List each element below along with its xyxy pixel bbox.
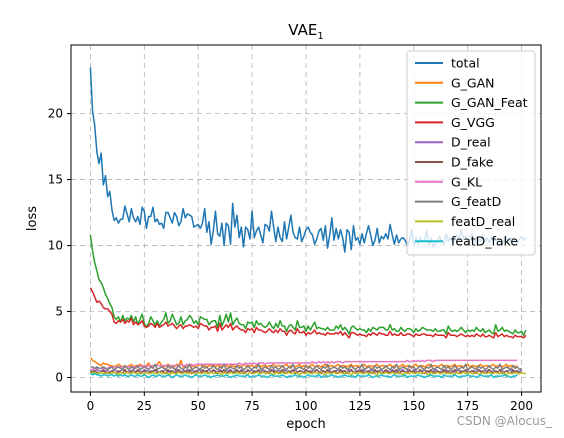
series-line-g-kl [90,359,518,371]
chart-title-main: VAE [288,21,317,39]
legend-label: D_fake [451,155,494,170]
legend-label: featD_fake [451,234,518,249]
series-line-g-gan-feat [89,234,527,337]
x-tick-label: 150 [402,399,425,413]
chart-title-subscript: 1 [317,31,323,42]
series-line-g-featd [90,363,522,371]
y-axis-label: loss [25,206,40,231]
x-tick-label: 0 [87,399,95,413]
y-tick-label: 10 [48,239,63,253]
legend-label: G_GAN [451,75,495,90]
legend-label: G_KL [451,174,482,189]
watermark: CSDN @Alocus_ [456,414,552,428]
y-axis-ticks: 0 5 10 15 20 [48,107,71,384]
x-tick-label: 25 [137,399,152,413]
x-tick-label: 200 [510,399,533,413]
legend-label: G_VGG [451,115,495,130]
series-line-g-vgg [89,287,527,339]
x-axis-ticks: 0 25 50 75 100 125 150 175 200 [87,392,533,413]
x-tick-label: 75 [244,399,259,413]
x-tick-label: 50 [191,399,206,413]
legend-label: D_real [451,135,491,150]
y-tick-label: 20 [48,107,63,121]
legend-label: featD_real [451,214,515,229]
series-line-featd-real [90,371,526,376]
y-tick-label: 0 [55,370,63,384]
series-lines [89,67,527,379]
y-tick-label: 5 [55,305,63,319]
legend: total G_GAN G_GAN_Feat G_VGG D_real D_fake G_K… [406,50,536,256]
x-tick-label: 125 [348,399,371,413]
legend-label: G_featD [451,194,501,209]
legend-label: total [451,56,480,71]
series-line-featd-fake [90,372,518,379]
legend-label: G_GAN_Feat [451,95,528,110]
chart-title: VAE1 [288,21,323,42]
x-tick-label: 100 [295,399,318,413]
x-axis-label: epoch [286,417,326,432]
y-tick-label: 15 [48,173,63,187]
x-tick-label: 175 [456,399,479,413]
